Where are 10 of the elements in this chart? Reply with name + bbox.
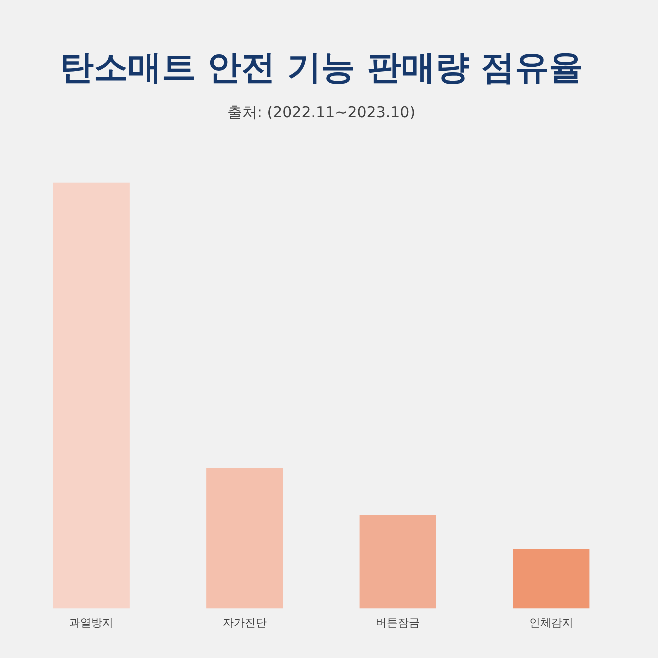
bar [360,515,436,609]
x-tick-label: 인체감지 [529,617,574,630]
bar [53,182,130,609]
bar [513,549,590,609]
chart-subtitle: 출처: (2022.11~2023.10) [227,104,416,122]
x-tick-label: 버튼잠금 [376,617,420,630]
x-tick-label: 자가진단 [222,617,267,630]
chart-title: 탄소매트 안전 기능 판매량 점유율 [60,48,584,88]
x-tick-label: 과열방지 [70,617,114,630]
bar [206,468,284,609]
